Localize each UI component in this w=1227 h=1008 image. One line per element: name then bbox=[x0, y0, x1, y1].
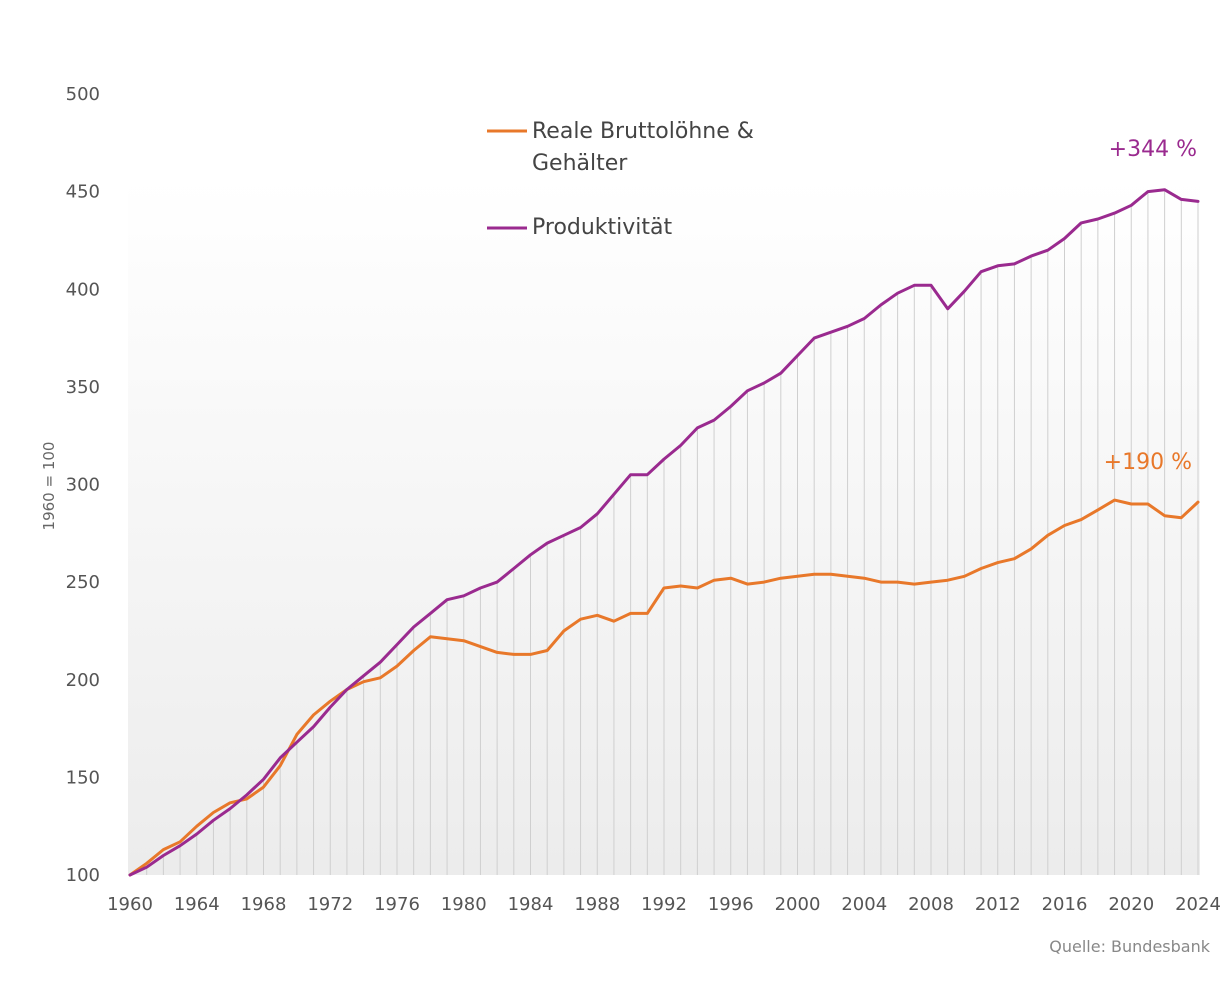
x-tick-label: 2008 bbox=[908, 894, 954, 915]
legend-label-produktivitaet: Produktivität bbox=[532, 215, 673, 240]
x-tick-label: 1988 bbox=[574, 894, 620, 915]
y-tick-label: 200 bbox=[66, 670, 100, 691]
x-tick-label: 1964 bbox=[174, 894, 220, 915]
y-tick-label: 400 bbox=[66, 279, 100, 300]
x-tick-label: 2024 bbox=[1175, 894, 1221, 915]
y-tick-label: 100 bbox=[66, 865, 100, 886]
x-tick-label: 2016 bbox=[1042, 894, 1088, 915]
x-tick-label: 2004 bbox=[841, 894, 887, 915]
y-tick-label: 300 bbox=[66, 475, 100, 496]
x-tick-label: 2020 bbox=[1108, 894, 1154, 915]
y-tick-label: 350 bbox=[66, 377, 100, 398]
x-tick-label: 2012 bbox=[975, 894, 1021, 915]
line-reale-bruttoloehne bbox=[128, 498, 1200, 877]
x-tick-label: 1992 bbox=[641, 894, 687, 915]
x-tick-label: 1976 bbox=[374, 894, 420, 915]
x-tick-label: 1972 bbox=[307, 894, 353, 915]
annotation-produktivitaet: +344 % bbox=[1109, 137, 1197, 162]
legend-label-lohn-line1: Reale Bruttolöhne & bbox=[532, 119, 754, 144]
x-tick-label: 1980 bbox=[441, 894, 487, 915]
y-tick-label: 250 bbox=[66, 572, 100, 593]
source-note: Quelle: Bundesbank bbox=[1049, 937, 1210, 956]
x-tick-label: 1960 bbox=[107, 894, 153, 915]
vertical-gridlines bbox=[146, 189, 1199, 875]
x-tick-label: 2000 bbox=[775, 894, 821, 915]
x-tick-label: 1996 bbox=[708, 894, 754, 915]
legend: Reale Bruttolöhne & Gehälter Produktivit… bbox=[487, 119, 754, 240]
x-axis: 1960 1964 1968 1972 1976 1980 1984 1988 1992 1996… bbox=[107, 894, 1221, 915]
series-lines bbox=[128, 188, 1200, 877]
x-tick-label: 1984 bbox=[508, 894, 554, 915]
annotation-lohn: +190 % bbox=[1104, 450, 1192, 475]
y-tick-label: 450 bbox=[66, 182, 100, 203]
y-tick-label: 500 bbox=[66, 84, 100, 105]
y-tick-label: 150 bbox=[66, 767, 100, 788]
line-produktivitaet bbox=[128, 188, 1200, 877]
x-tick-label: 1968 bbox=[241, 894, 287, 915]
legend-label-lohn-line2: Gehälter bbox=[532, 151, 628, 176]
y-axis-label: 1960 = 100 bbox=[40, 442, 58, 531]
y-axis: 100 150 200 250 300 350 400 450 500 bbox=[66, 84, 100, 886]
